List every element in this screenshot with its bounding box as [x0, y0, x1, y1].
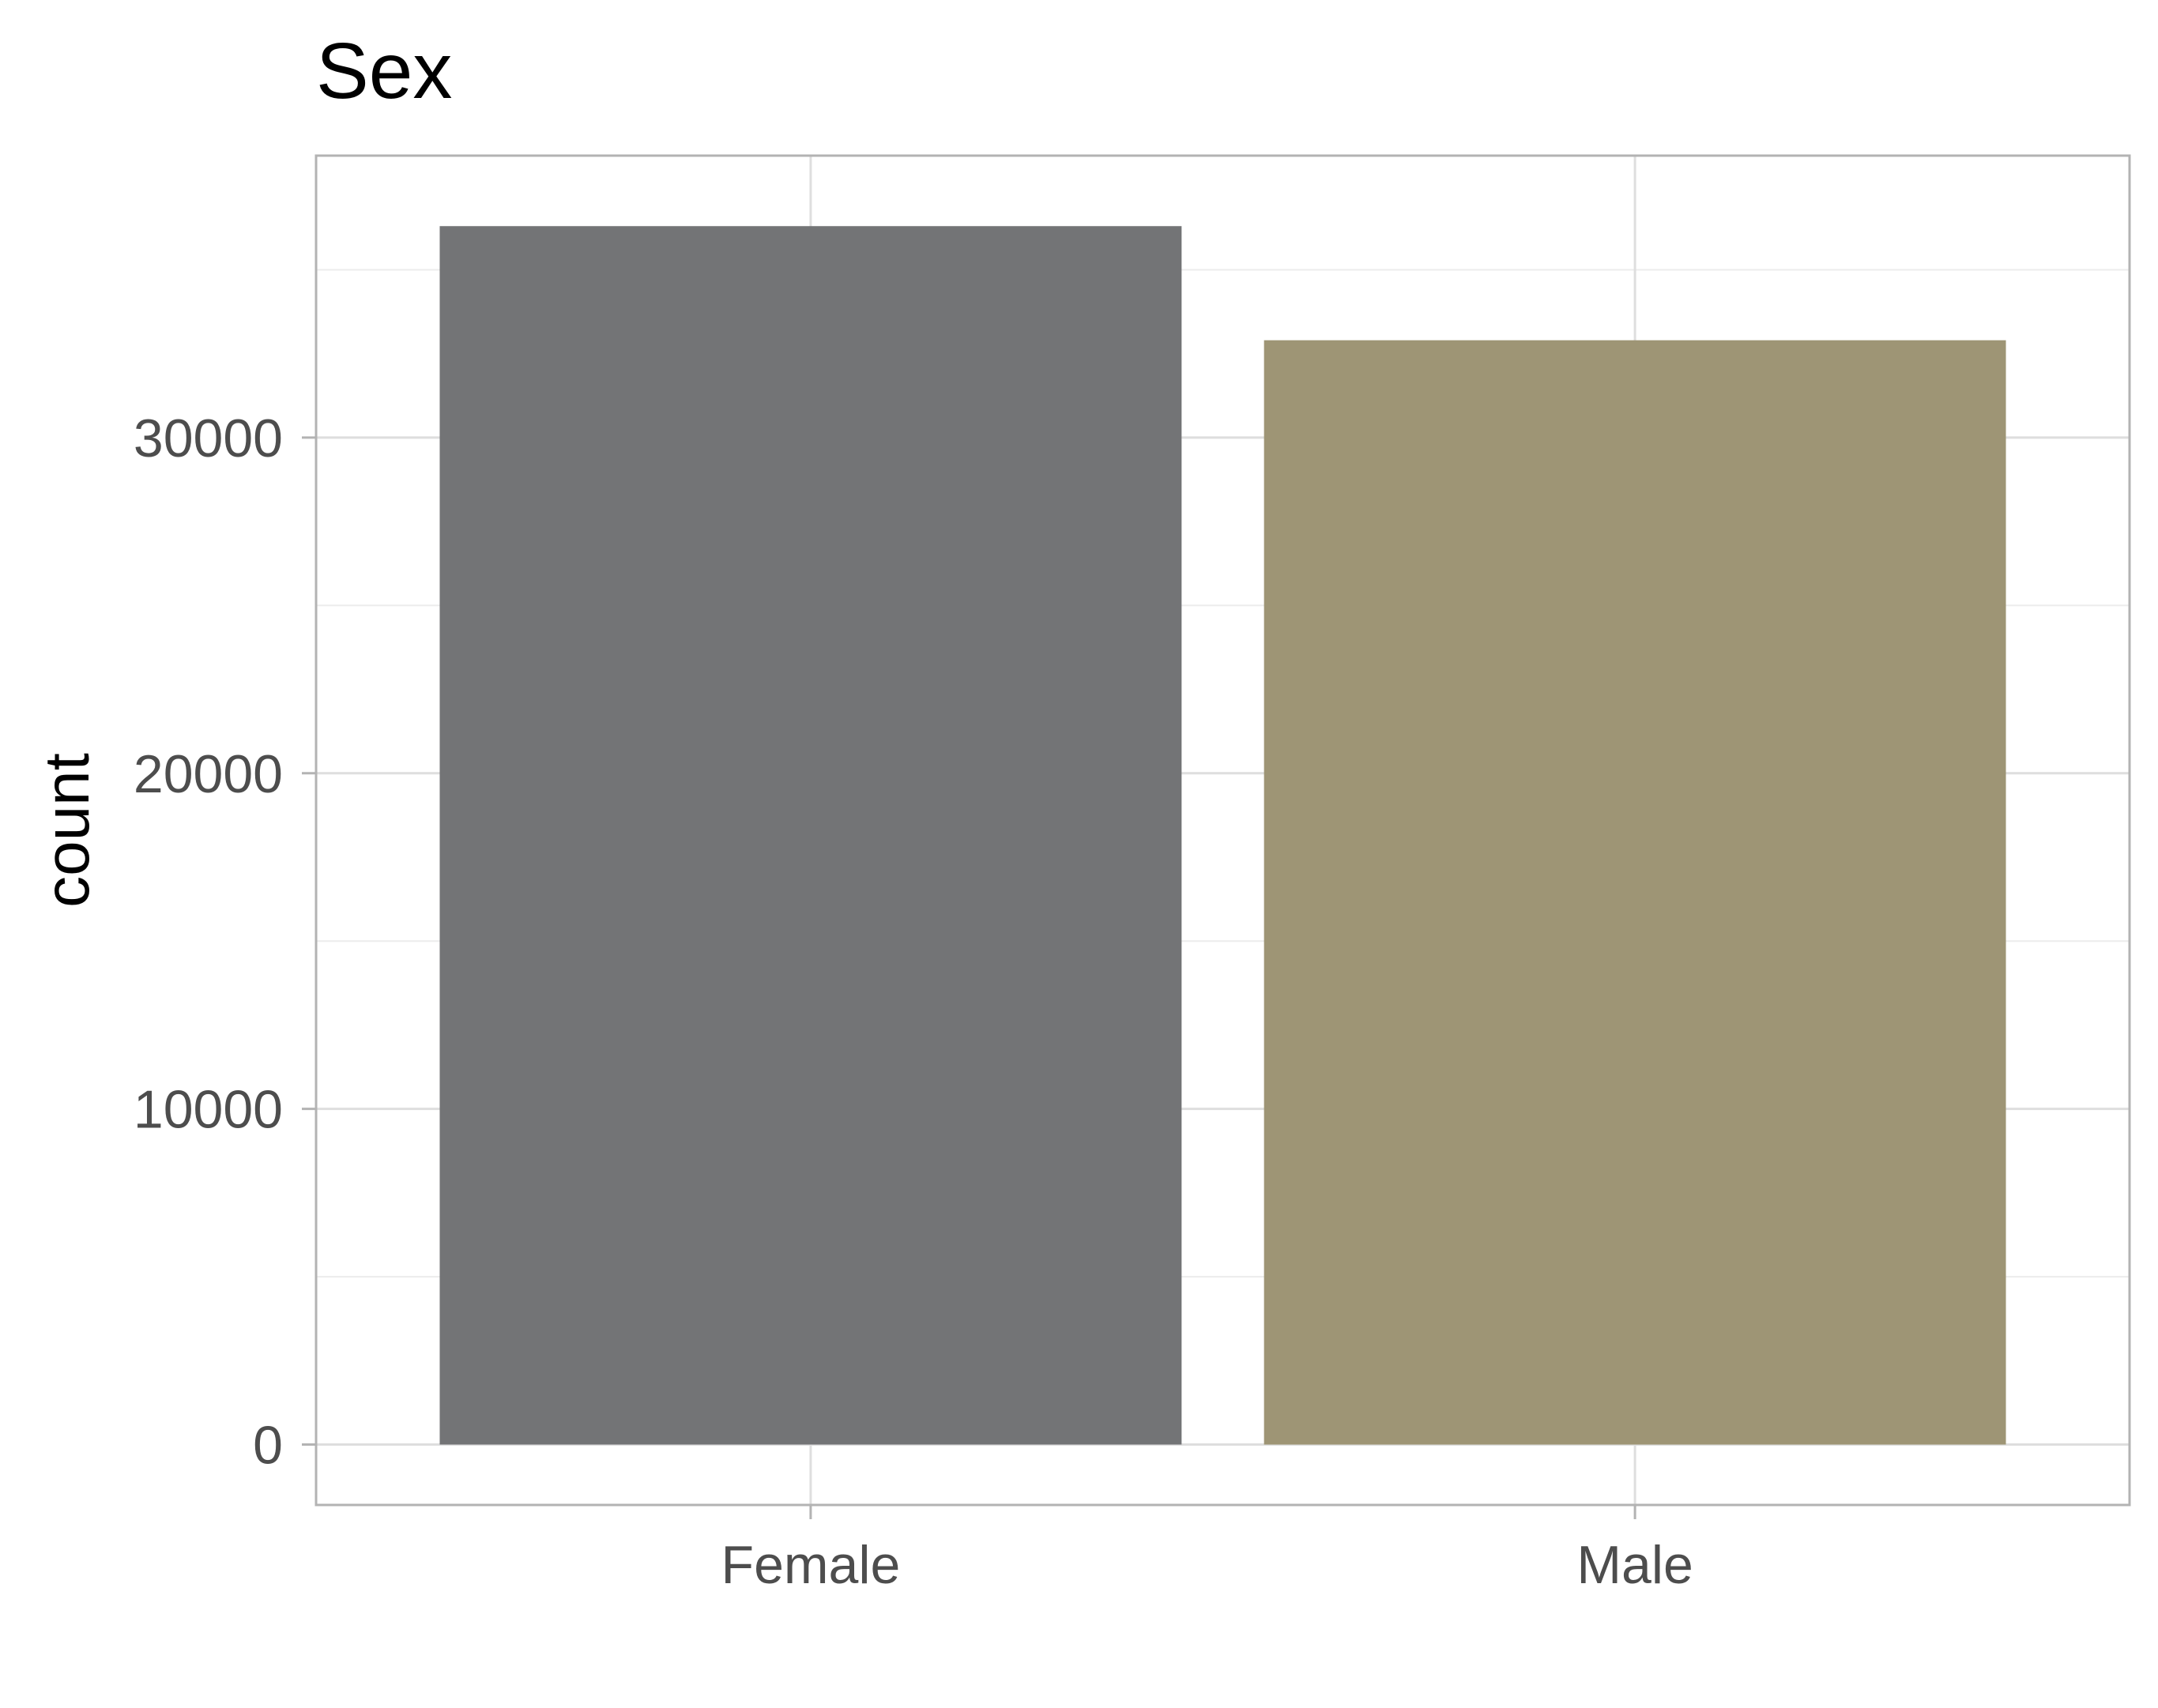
- y-tick-label: 20000: [134, 744, 283, 804]
- x-tick-label: Male: [1576, 1535, 1693, 1595]
- y-tick-label: 10000: [134, 1080, 283, 1140]
- plot-border: [314, 154, 2131, 1507]
- bar-male: [1264, 340, 2006, 1445]
- bar-female: [439, 226, 1182, 1445]
- axis-ticks: 0 10000 20000 30000 Female Male: [134, 408, 1693, 1595]
- y-tick-label: 30000: [134, 408, 283, 468]
- chart-title: Sex: [316, 27, 452, 115]
- bars: [439, 226, 2006, 1445]
- y-tick-label: 0: [253, 1416, 283, 1476]
- x-tick-label: Female: [721, 1535, 901, 1595]
- y-axis-title: count: [32, 753, 102, 908]
